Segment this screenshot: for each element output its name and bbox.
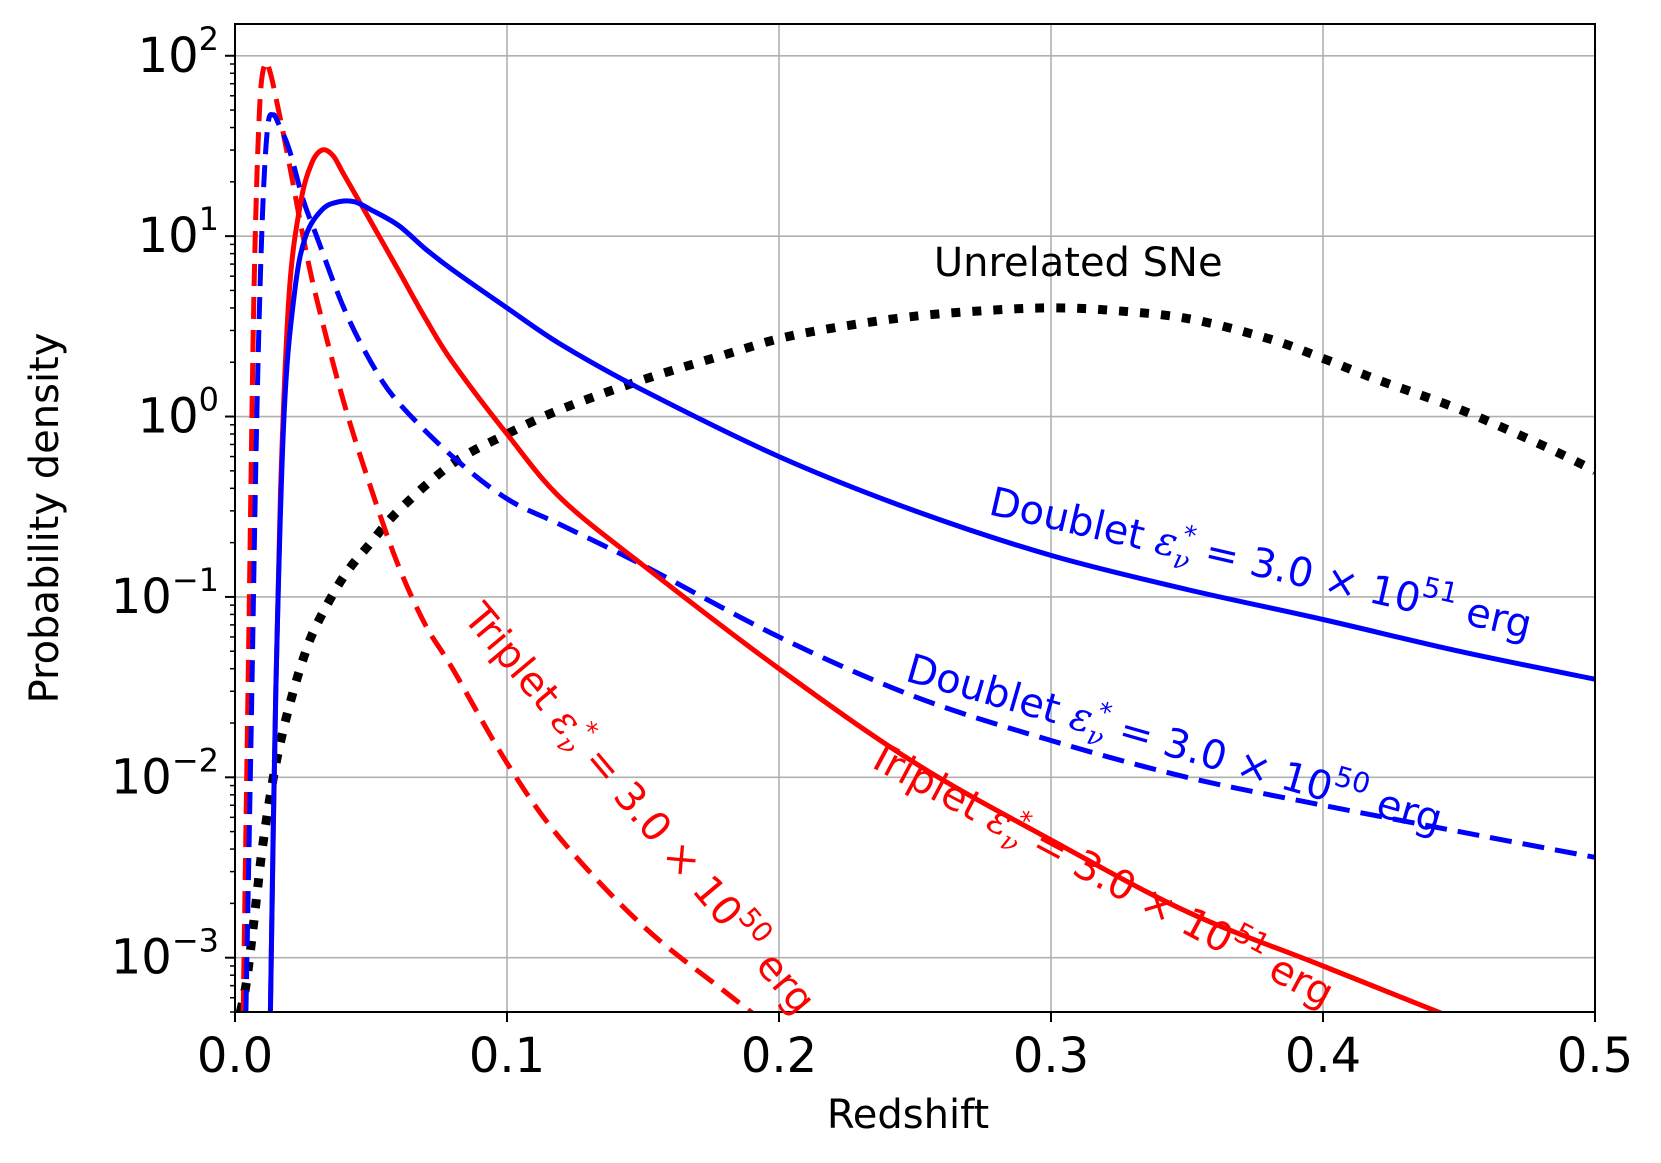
y-tick-label: 100 bbox=[138, 381, 219, 445]
axis-ticks: 0.0 0.1 0.2 0.3 0.4 0.5 102 101 100 10−1 10−2 10−3 bbox=[111, 20, 1633, 1084]
plot-frame bbox=[234, 23, 1596, 1013]
annotation-unrelated: Unrelated SNe bbox=[934, 240, 1223, 286]
y-tick-label: 101 bbox=[138, 200, 219, 264]
series-line-dashed bbox=[243, 112, 1595, 1012]
x-axis-title: Redshift bbox=[827, 1092, 989, 1138]
y-axis-title: Probability density bbox=[22, 333, 68, 704]
x-tick-label: 0.4 bbox=[1285, 1028, 1361, 1084]
x-tick-label: 0.2 bbox=[741, 1028, 817, 1084]
grid-lines bbox=[234, 24, 1596, 1012]
y-tick-label: 10−3 bbox=[111, 922, 219, 986]
series-layer bbox=[235, 59, 1595, 1012]
x-tick-label: 0.1 bbox=[469, 1028, 545, 1084]
y-tick-label: 10−2 bbox=[111, 741, 219, 805]
series-line-solid bbox=[267, 198, 1595, 1012]
x-tick-label: 0.5 bbox=[1557, 1028, 1633, 1084]
y-tick-label: 102 bbox=[138, 20, 219, 84]
x-tick-label: 0.3 bbox=[1013, 1028, 1089, 1084]
series-line-dashed bbox=[240, 59, 756, 1012]
x-tick-label: 0.0 bbox=[197, 1028, 273, 1084]
y-tick-label: 10−1 bbox=[111, 561, 219, 625]
series-line-dotted bbox=[235, 303, 1595, 1012]
